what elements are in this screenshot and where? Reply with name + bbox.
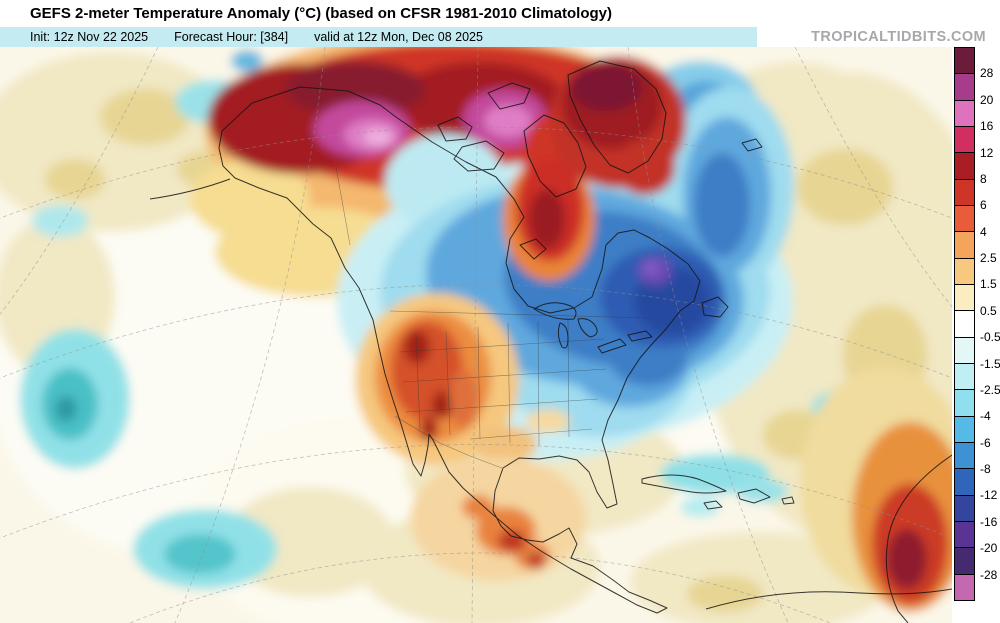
- colorbar-segment: [955, 468, 974, 495]
- colorbar-boundary-label: 16: [980, 119, 994, 134]
- forecast-hour-label: Forecast Hour: [384]: [174, 30, 289, 44]
- anomaly-map: [0, 47, 952, 623]
- colorbar-segment: [955, 125, 974, 153]
- colorbar-boundary-label: 1.5: [980, 277, 997, 292]
- colorbar-boundary-label: -16: [980, 514, 998, 529]
- colorbar-boundary-label: 12: [980, 145, 994, 160]
- temperature-field: [0, 47, 952, 623]
- colorbar-boundary-label: -6: [980, 435, 991, 450]
- init-time-label: Init: 12z Nov 22 2025: [30, 30, 149, 44]
- colorbar-segment: [955, 257, 974, 284]
- colorbar-segment: [955, 494, 974, 521]
- colorbar-segment: [955, 204, 974, 232]
- colorbar-boundary-label: 6: [980, 198, 987, 213]
- colorbar-segment: [955, 573, 974, 600]
- colorbar-boundary-label: 0.5: [980, 303, 997, 318]
- colorbar-segment: [955, 362, 974, 390]
- colorbar-boundary-label: 28: [980, 66, 994, 81]
- colorbar-boundary-label: -0.5: [980, 330, 1000, 345]
- colorbar-boundary-label: -4: [980, 409, 991, 424]
- info-bar: Init: 12z Nov 22 2025 Forecast Hour: [38…: [0, 27, 757, 47]
- colorbar-segment: [955, 336, 974, 363]
- colorbar-segment: [955, 520, 974, 548]
- colorbar: 28 20 16 12 8 6 4 2.5 1.5 0.5 -0.5 -1.5 -2.5 -4 -6 -8 -1…: [954, 47, 1000, 601]
- colorbar-segment: [955, 99, 974, 126]
- colorbar-boundary-label: -28: [980, 567, 998, 582]
- colorbar-boundary-label: -8: [980, 462, 991, 477]
- colorbar-segment: [955, 48, 974, 74]
- valid-time-label: valid at 12z Mon, Dec 08 2025: [314, 30, 483, 44]
- colorbar-boundary-label: 8: [980, 171, 987, 186]
- colorbar-labels: 28 20 16 12 8 6 4 2.5 1.5 0.5 -0.5 -1.5 -2.5 -4 -6 -8 -1…: [954, 47, 1000, 601]
- map-title: GEFS 2-meter Temperature Anomaly (°C) (b…: [30, 5, 612, 22]
- colorbar-segment: [955, 547, 974, 574]
- colorbar-boundary-label: -2.5: [980, 382, 1000, 397]
- colorbar-segment: [955, 152, 974, 179]
- colorbar-boundary-label: 2.5: [980, 251, 997, 266]
- colorbar-boundary-label: -20: [980, 541, 998, 556]
- map-area: [0, 47, 952, 623]
- colorbar-segment: [955, 178, 974, 205]
- colorbar-segment: [955, 389, 974, 416]
- colorbar-segment: [955, 310, 974, 337]
- colorbar-boundary-label: -1.5: [980, 356, 1000, 371]
- graticule: [0, 47, 952, 623]
- site-watermark: TROPICALTIDBITS.COM: [811, 29, 986, 45]
- colorbar-segment: [955, 415, 974, 442]
- colorbar-segment: [955, 73, 974, 100]
- colorbar-boundary-label: 20: [980, 92, 994, 107]
- colorbar-segment: [955, 231, 974, 258]
- colorbar-segment: [955, 283, 974, 311]
- colorbar-boundary-label: 4: [980, 224, 987, 239]
- colorbar-segment: [955, 441, 974, 469]
- colorbar-blocks: [954, 47, 975, 601]
- title-bar: GEFS 2-meter Temperature Anomaly (°C) (b…: [0, 0, 1000, 27]
- coastlines: [149, 60, 952, 623]
- colorbar-boundary-label: -12: [980, 488, 998, 503]
